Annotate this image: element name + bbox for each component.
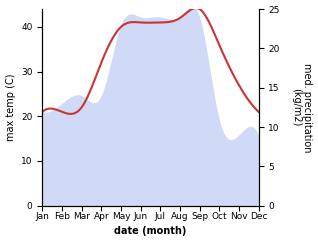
Y-axis label: max temp (C): max temp (C) (5, 74, 16, 141)
Y-axis label: med. precipitation
(kg/m2): med. precipitation (kg/m2) (291, 63, 313, 152)
X-axis label: date (month): date (month) (114, 227, 187, 236)
